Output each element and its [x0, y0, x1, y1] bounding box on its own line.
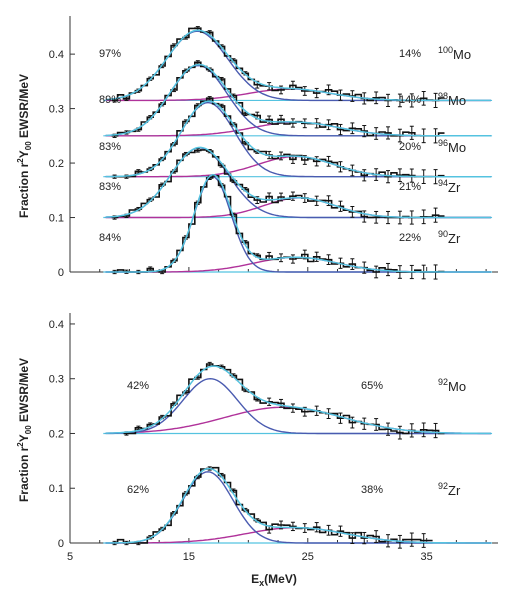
data-histogram: [111, 97, 445, 178]
data-histogram: [123, 363, 445, 435]
data-histogram: [111, 466, 433, 544]
y-tick-label: 0.3: [49, 374, 64, 386]
data-histogram: [111, 175, 445, 273]
total-fit-curve: [105, 146, 491, 219]
series-mo100: 97% 14% 100Mo: [99, 26, 493, 108]
high-energy-percent-label: 14%: [399, 48, 421, 60]
y-tick-label: 0.4: [49, 49, 64, 61]
low-energy-percent-label: 97%: [99, 48, 121, 60]
x-tick-label: 35: [421, 551, 433, 563]
low-energy-percent-label: 83%: [99, 141, 121, 153]
y-tick-label: 0.3: [49, 104, 64, 116]
series-zr94: 83% 21% 94Zr: [99, 146, 493, 225]
nucleus-label: 94Zr: [438, 178, 461, 195]
total-fit-curve: [105, 29, 491, 102]
bottom-panel: 0 0.1 0.2 0.3 0.4 5 15 25 35 Fraction r2Y00 EWSR/…: [16, 313, 498, 588]
high-energy-percent-label: 14%: [399, 94, 421, 106]
x-tick-label: 25: [302, 551, 314, 563]
total-fit-curve: [105, 63, 491, 137]
total-fit-curve: [105, 365, 491, 435]
nucleus-label: 100Mo: [438, 45, 471, 62]
low-energy-percent-label: 89%: [99, 94, 121, 106]
nucleus-label: 92Mo: [438, 377, 466, 394]
high-energy-percent-label: 22%: [399, 232, 421, 244]
data-histogram: [111, 61, 445, 137]
nucleus-label: 96Mo: [438, 138, 466, 155]
y-tick-label: 0.2: [49, 158, 64, 170]
high-energy-percent-label: 65%: [361, 380, 383, 392]
gdr-component-curve: [105, 377, 491, 435]
low-energy-percent-label: 62%: [127, 484, 149, 496]
data-histogram: [111, 27, 445, 102]
gdr-component-curve: [105, 471, 491, 544]
y-axis-title: Fraction r2Y00 EWSR/MeV: [16, 74, 33, 218]
x-axis-title: Ex(MeV): [251, 572, 297, 588]
low-energy-percent-label: 84%: [99, 232, 121, 244]
low-energy-percent-label: 83%: [99, 181, 121, 193]
series-mo96: 83% 20% 96Mo: [99, 96, 493, 185]
y-tick-label: 0.4: [49, 319, 64, 331]
y-tick-label: 0.1: [49, 213, 64, 225]
series-mo98: 89% 14% 98Mo: [99, 60, 493, 144]
high-energy-percent-label: 20%: [399, 141, 421, 153]
total-fit-curve: [105, 100, 491, 178]
gdr-component-curve: [105, 101, 491, 178]
top-panel: 0 0.1 0.2 0.3 0.4 Fraction r2Y00 EWSR/MeV 97% 1…: [16, 16, 498, 280]
x-tick-label: 15: [183, 551, 195, 563]
nucleus-label: 92Zr: [438, 481, 461, 498]
high-energy-percent-label: 21%: [399, 181, 421, 193]
series-mo92: 42% 65% 92Mo: [103, 361, 493, 440]
series-zr90: 84% 22% 90Zr: [99, 173, 493, 280]
high-energy-component-curve: [105, 121, 491, 137]
nucleus-label: 90Zr: [438, 229, 461, 246]
high-energy-component-curve: [105, 527, 491, 544]
series-zr92: 62% 38% 92Zr: [103, 466, 493, 549]
nucleus-label: 98Mo: [438, 91, 466, 108]
total-fit-curve: [105, 173, 491, 273]
high-energy-percent-label: 38%: [361, 484, 383, 496]
y-tick-label: 0: [58, 538, 64, 550]
y-tick-label: 0.2: [49, 428, 64, 440]
x-tick-label: 5: [67, 551, 73, 563]
y-axis-title: Fraction r2Y00 EWSR/MeV: [16, 358, 33, 502]
total-fit-curve: [105, 467, 491, 544]
y-tick-label: 0: [58, 267, 64, 279]
low-energy-percent-label: 42%: [127, 380, 149, 392]
y-tick-label: 0.1: [49, 483, 64, 495]
high-energy-component-curve: [105, 88, 491, 102]
